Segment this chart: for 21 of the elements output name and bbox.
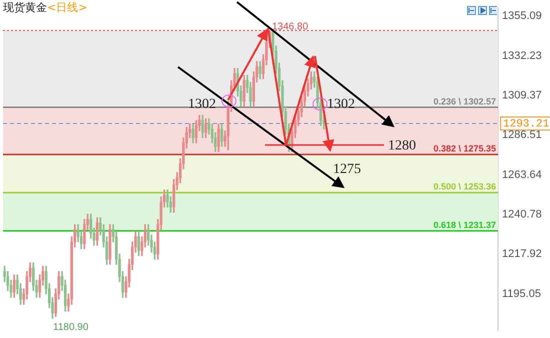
chart-subtitle: <日线> (47, 1, 88, 14)
annotation: 1180.90 (53, 322, 89, 333)
annotation: 1275 (333, 162, 361, 177)
annotation: 1302 (188, 96, 216, 112)
y-tick-label: 1263.64 (502, 168, 542, 181)
chart-title: 现货黄金 (3, 1, 47, 14)
y-tick-label: 1309.37 (502, 90, 542, 102)
ref-line-label: 0.500 \ 1253.36 (433, 182, 496, 192)
y-tick-label: 1217.92 (502, 248, 542, 260)
y-tick-label: 1286.51 (502, 129, 542, 142)
ref-line-label: 0.618 \ 1231.37 (433, 220, 496, 230)
annotation: 1280 (388, 138, 416, 154)
y-tick-label: 1240.78 (502, 208, 542, 221)
ref-line-label: 0.236 \ 1302.57 (433, 96, 496, 106)
ref-line-label: 1293.21 (503, 118, 550, 130)
annotation: 1346.80 (272, 21, 309, 32)
annotation: 1302 (327, 96, 355, 112)
y-tick-label: 1195.05 (502, 288, 541, 300)
ref-line-label: 0.382 \ 1275.35 (433, 143, 496, 154)
y-tick-label: 1332.23 (502, 50, 542, 62)
y-tick-label: 1355.09 (502, 10, 542, 22)
